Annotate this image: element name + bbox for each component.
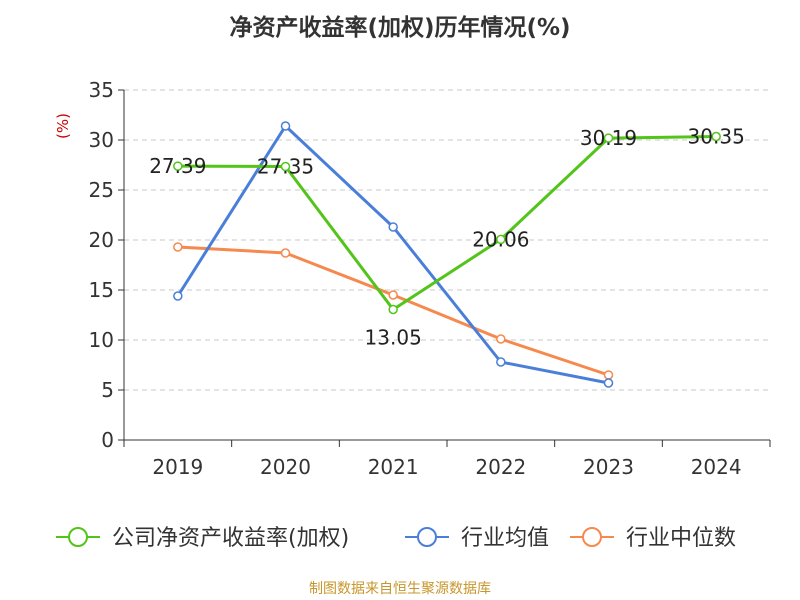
legend-label: 公司净资产收益率(加权) (112, 526, 349, 551)
axis-layer: 0 5 10 15 20 25 30 35 2019 2020 2021 2022 2023 2024 (%… (54, 78, 771, 479)
data-label: 20.06 (472, 227, 529, 251)
data-point (603, 133, 614, 143)
data-label: 13.05 (365, 326, 422, 350)
data-point (388, 222, 398, 232)
data-point (173, 161, 183, 171)
legend-marker (582, 527, 602, 547)
y-axis-label: (%) (54, 113, 72, 139)
legend-label: 行业中位数 (626, 526, 736, 551)
data-point (603, 370, 614, 380)
data-label: 30.35 (688, 125, 745, 149)
x-tick-label: 2024 (691, 455, 742, 479)
x-tick-label: 2019 (152, 455, 203, 479)
x-tick-label: 2022 (475, 455, 526, 479)
legend-label: 行业均值 (461, 526, 549, 551)
x-tick-label: 2020 (260, 455, 311, 479)
data-point (280, 121, 291, 131)
data-label: 27.35 (257, 155, 314, 179)
source-note: 制图数据来自恒生聚源数据库 (309, 581, 491, 597)
y-tick-label: 15 (89, 278, 114, 302)
x-tick-label: 2023 (583, 455, 634, 479)
y-tick-label: 10 (89, 328, 114, 352)
series-layer (173, 121, 721, 388)
data-point (496, 234, 506, 245)
y-tick-label: 0 (101, 428, 114, 452)
data-label: 30.19 (580, 126, 637, 150)
data-point (496, 334, 506, 344)
data-point (496, 357, 506, 367)
y-tick-label: 20 (89, 228, 114, 252)
legend-marker (417, 527, 437, 547)
data-point (173, 242, 183, 252)
y-tick-label: 5 (101, 378, 114, 402)
data-label-layer: 27.39 27.35 13.05 20.06 30.19 30.35 (149, 125, 745, 350)
data-point (603, 378, 614, 388)
y-tick-label: 30 (89, 128, 114, 152)
data-point (173, 291, 183, 301)
x-tick-label: 2021 (368, 455, 419, 479)
data-label: 27.39 (149, 154, 206, 178)
data-point (388, 290, 398, 300)
legend-marker (68, 527, 88, 547)
series-line (177, 135, 717, 311)
data-point (280, 161, 291, 172)
data-point (388, 304, 398, 315)
y-tick-label: 35 (89, 78, 114, 102)
data-point (711, 131, 721, 142)
data-point (280, 248, 291, 258)
grid-layer (124, 89, 770, 391)
legend: 公司净资产收益率(加权) 行业均值 行业中位数 (56, 526, 736, 551)
y-tick-label: 25 (89, 178, 114, 202)
chart-title: 净资产收益率(加权)历年情况(%) (229, 15, 571, 41)
